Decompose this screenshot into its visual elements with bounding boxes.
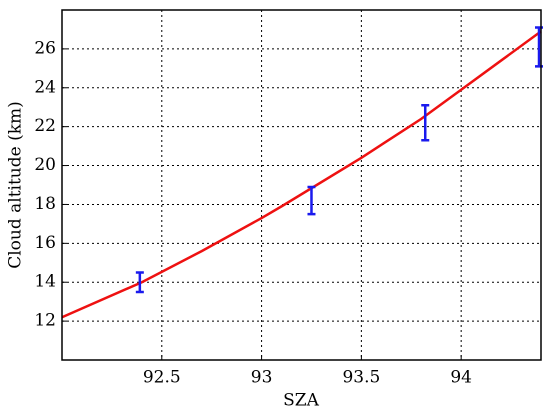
x-tick-label: 92.5 — [143, 368, 181, 388]
y-tick-label: 18 — [34, 194, 56, 214]
y-tick-label: 20 — [34, 155, 56, 175]
error-bar — [421, 104, 430, 142]
y-tick-label: 16 — [34, 233, 56, 253]
y-tick-label: 14 — [34, 272, 56, 292]
y-tick-label: 22 — [34, 116, 56, 136]
data-line — [61, 30, 542, 319]
error-bar — [135, 271, 144, 294]
y-tick-label: 24 — [34, 77, 56, 97]
x-tick-label: 94 — [450, 368, 472, 388]
error-bar — [535, 26, 544, 68]
y-axis-label: Cloud altitude (km) — [6, 101, 26, 269]
y-tick-label: 12 — [34, 311, 56, 331]
x-tick-label: 93 — [251, 368, 273, 388]
x-tick-label: 93.5 — [342, 368, 380, 388]
error-bar — [307, 185, 316, 216]
x-axis-label: SZA — [283, 391, 319, 411]
y-tick-label: 26 — [34, 38, 56, 58]
plot-frame — [61, 9, 542, 361]
